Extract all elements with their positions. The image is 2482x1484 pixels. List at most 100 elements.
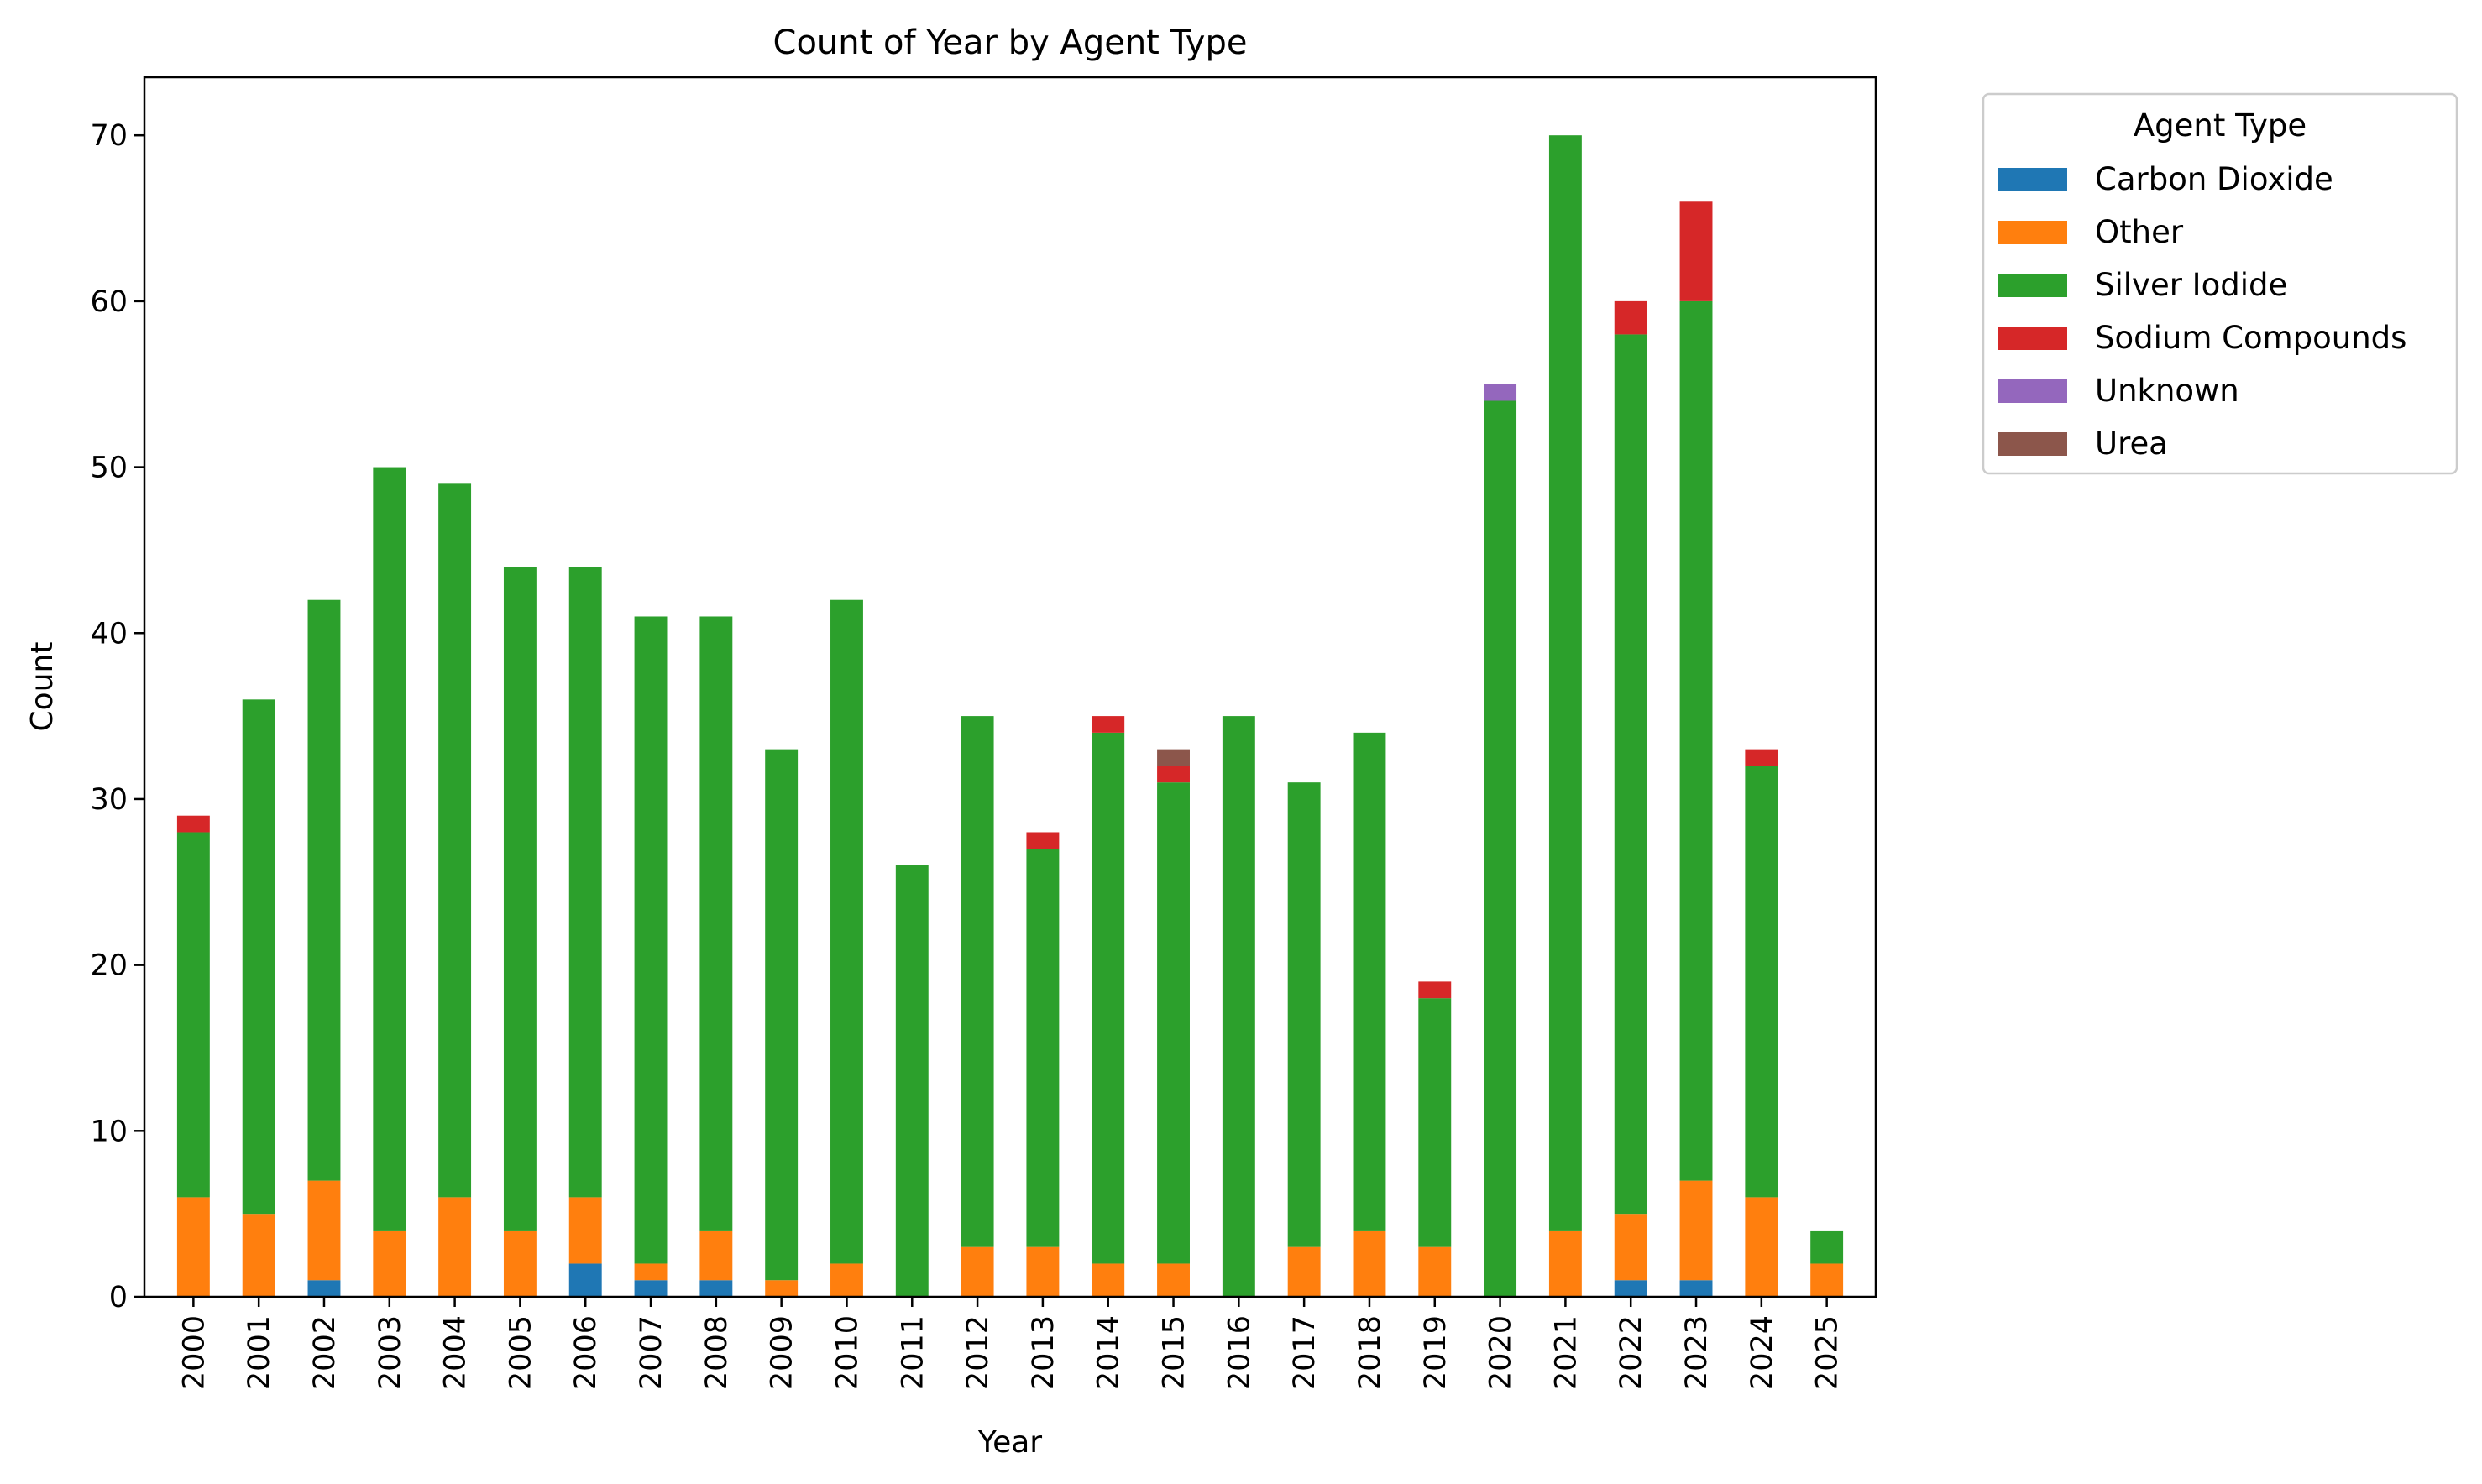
bar-other-2008 xyxy=(699,1230,733,1281)
x-tick-label: 2000 xyxy=(177,1315,211,1390)
bar-silver-iodide-2021 xyxy=(1548,135,1582,1231)
bar-sodium-compounds-2013 xyxy=(1026,832,1060,849)
x-tick-label: 2010 xyxy=(830,1315,864,1390)
bar-carbon-dioxide-2008 xyxy=(699,1280,733,1297)
legend-swatch-sodium-compounds xyxy=(1998,327,2067,350)
legend-swatch-unknown xyxy=(1998,379,2067,403)
bar-silver-iodide-2022 xyxy=(1614,334,1647,1215)
bar-sodium-compounds-2024 xyxy=(1745,749,1778,766)
bar-other-2005 xyxy=(503,1230,537,1297)
bar-sodium-compounds-2023 xyxy=(1679,201,1713,301)
bar-sodium-compounds-2014 xyxy=(1092,716,1125,733)
y-tick-label: 0 xyxy=(109,1281,128,1314)
x-tick-label: 2017 xyxy=(1288,1315,1322,1390)
bars-group xyxy=(176,135,1844,1297)
bar-silver-iodide-2013 xyxy=(1026,849,1060,1247)
legend-box xyxy=(1982,92,2458,475)
y-tick-label: 30 xyxy=(90,783,128,817)
bar-silver-iodide-2016 xyxy=(1222,716,1255,1297)
bar-silver-iodide-2025 xyxy=(1810,1230,1844,1264)
bar-carbon-dioxide-2023 xyxy=(1679,1280,1713,1297)
bar-other-2021 xyxy=(1548,1230,1582,1297)
x-tick-label: 2003 xyxy=(374,1315,407,1390)
y-tick-label: 40 xyxy=(90,617,128,651)
bar-silver-iodide-2010 xyxy=(830,599,863,1264)
legend-label-unknown: Unknown xyxy=(2095,373,2239,409)
x-tick-label: 2015 xyxy=(1158,1315,1191,1390)
bar-other-2001 xyxy=(242,1214,275,1297)
bar-silver-iodide-2008 xyxy=(699,616,733,1231)
bar-silver-iodide-2001 xyxy=(242,699,275,1215)
bar-other-2022 xyxy=(1614,1214,1647,1281)
bar-sodium-compounds-2022 xyxy=(1614,300,1647,335)
x-tick-label: 2020 xyxy=(1484,1315,1518,1390)
x-tick-label: 2001 xyxy=(243,1315,276,1390)
x-tick-label: 2016 xyxy=(1223,1315,1256,1390)
x-tick-label: 2014 xyxy=(1092,1315,1126,1390)
bar-carbon-dioxide-2007 xyxy=(634,1280,668,1297)
legend-label-silver-iodide: Silver Iodide xyxy=(2095,267,2287,303)
x-tick-label: 2024 xyxy=(1746,1315,1779,1390)
x-tick-label: 2021 xyxy=(1549,1315,1583,1390)
bar-other-2010 xyxy=(830,1263,863,1297)
bar-silver-iodide-2007 xyxy=(634,616,668,1264)
bar-carbon-dioxide-2022 xyxy=(1614,1280,1647,1297)
legend-label-other: Other xyxy=(2095,214,2184,250)
bar-other-2015 xyxy=(1157,1263,1190,1297)
bar-other-2013 xyxy=(1026,1246,1060,1297)
bar-other-2004 xyxy=(438,1197,472,1297)
legend-label-urea: Urea xyxy=(2095,426,2168,462)
bar-silver-iodide-2003 xyxy=(373,467,406,1231)
legend-swatch-carbon-dioxide xyxy=(1998,168,2067,191)
bar-carbon-dioxide-2002 xyxy=(307,1280,341,1297)
bar-other-2002 xyxy=(307,1180,341,1281)
bar-silver-iodide-2014 xyxy=(1092,732,1125,1264)
legend-label-carbon-dioxide: Carbon Dioxide xyxy=(2095,161,2333,197)
x-tick-label: 2011 xyxy=(896,1315,929,1390)
plot-frame xyxy=(143,76,1877,1298)
bar-other-2006 xyxy=(568,1197,602,1264)
bar-silver-iodide-2009 xyxy=(765,749,799,1281)
x-tick-label: 2023 xyxy=(1680,1315,1714,1390)
bar-other-2019 xyxy=(1418,1246,1452,1297)
bar-other-2025 xyxy=(1810,1263,1844,1297)
bar-silver-iodide-2017 xyxy=(1287,782,1321,1247)
y-tick-label: 60 xyxy=(90,285,128,319)
y-axis: 0 10 20 30 40 50 60 70 xyxy=(90,119,144,1314)
bar-other-2024 xyxy=(1745,1197,1778,1297)
bar-unknown-2020 xyxy=(1484,384,1517,401)
legend: Agent Type Carbon Dioxide Other Silver Iod… xyxy=(1982,92,2458,475)
x-tick-label: 2004 xyxy=(439,1315,473,1390)
bar-other-2012 xyxy=(961,1246,994,1297)
legend-swatch-urea xyxy=(1998,432,2067,456)
x-tick-label: 2005 xyxy=(504,1315,537,1390)
x-tick-label: 2008 xyxy=(700,1315,734,1390)
y-tick-label: 10 xyxy=(90,1115,128,1148)
y-tick-label: 70 xyxy=(90,119,128,153)
bar-silver-iodide-2002 xyxy=(307,599,341,1181)
bar-other-2000 xyxy=(176,1197,210,1297)
chart-title: Count of Year by Agent Type xyxy=(773,24,1248,62)
x-axis: 2000 2001 2002 2003 2004 2005 2006 2007 2008 2009… xyxy=(177,1297,1845,1390)
bar-urea-2015 xyxy=(1157,749,1190,766)
x-tick-label: 2013 xyxy=(1027,1315,1060,1390)
bar-silver-iodide-2023 xyxy=(1679,300,1713,1181)
x-tick-label: 2018 xyxy=(1354,1315,1387,1390)
bar-other-2009 xyxy=(765,1280,799,1297)
bar-silver-iodide-2015 xyxy=(1157,782,1190,1264)
bar-carbon-dioxide-2006 xyxy=(568,1263,602,1297)
bar-silver-iodide-2000 xyxy=(176,832,210,1198)
x-tick-label: 2019 xyxy=(1419,1315,1453,1390)
y-axis-label: Count xyxy=(25,642,60,732)
x-tick-label: 2002 xyxy=(308,1315,342,1390)
bar-silver-iodide-2018 xyxy=(1353,732,1386,1231)
legend-swatch-other xyxy=(1998,221,2067,244)
bar-other-2023 xyxy=(1679,1180,1713,1281)
bar-silver-iodide-2006 xyxy=(568,567,602,1198)
bar-silver-iodide-2024 xyxy=(1745,766,1778,1198)
bar-silver-iodide-2011 xyxy=(895,865,929,1297)
bar-sodium-compounds-2015 xyxy=(1157,766,1190,783)
bar-silver-iodide-2005 xyxy=(503,567,537,1231)
bar-silver-iodide-2019 xyxy=(1418,998,1452,1247)
